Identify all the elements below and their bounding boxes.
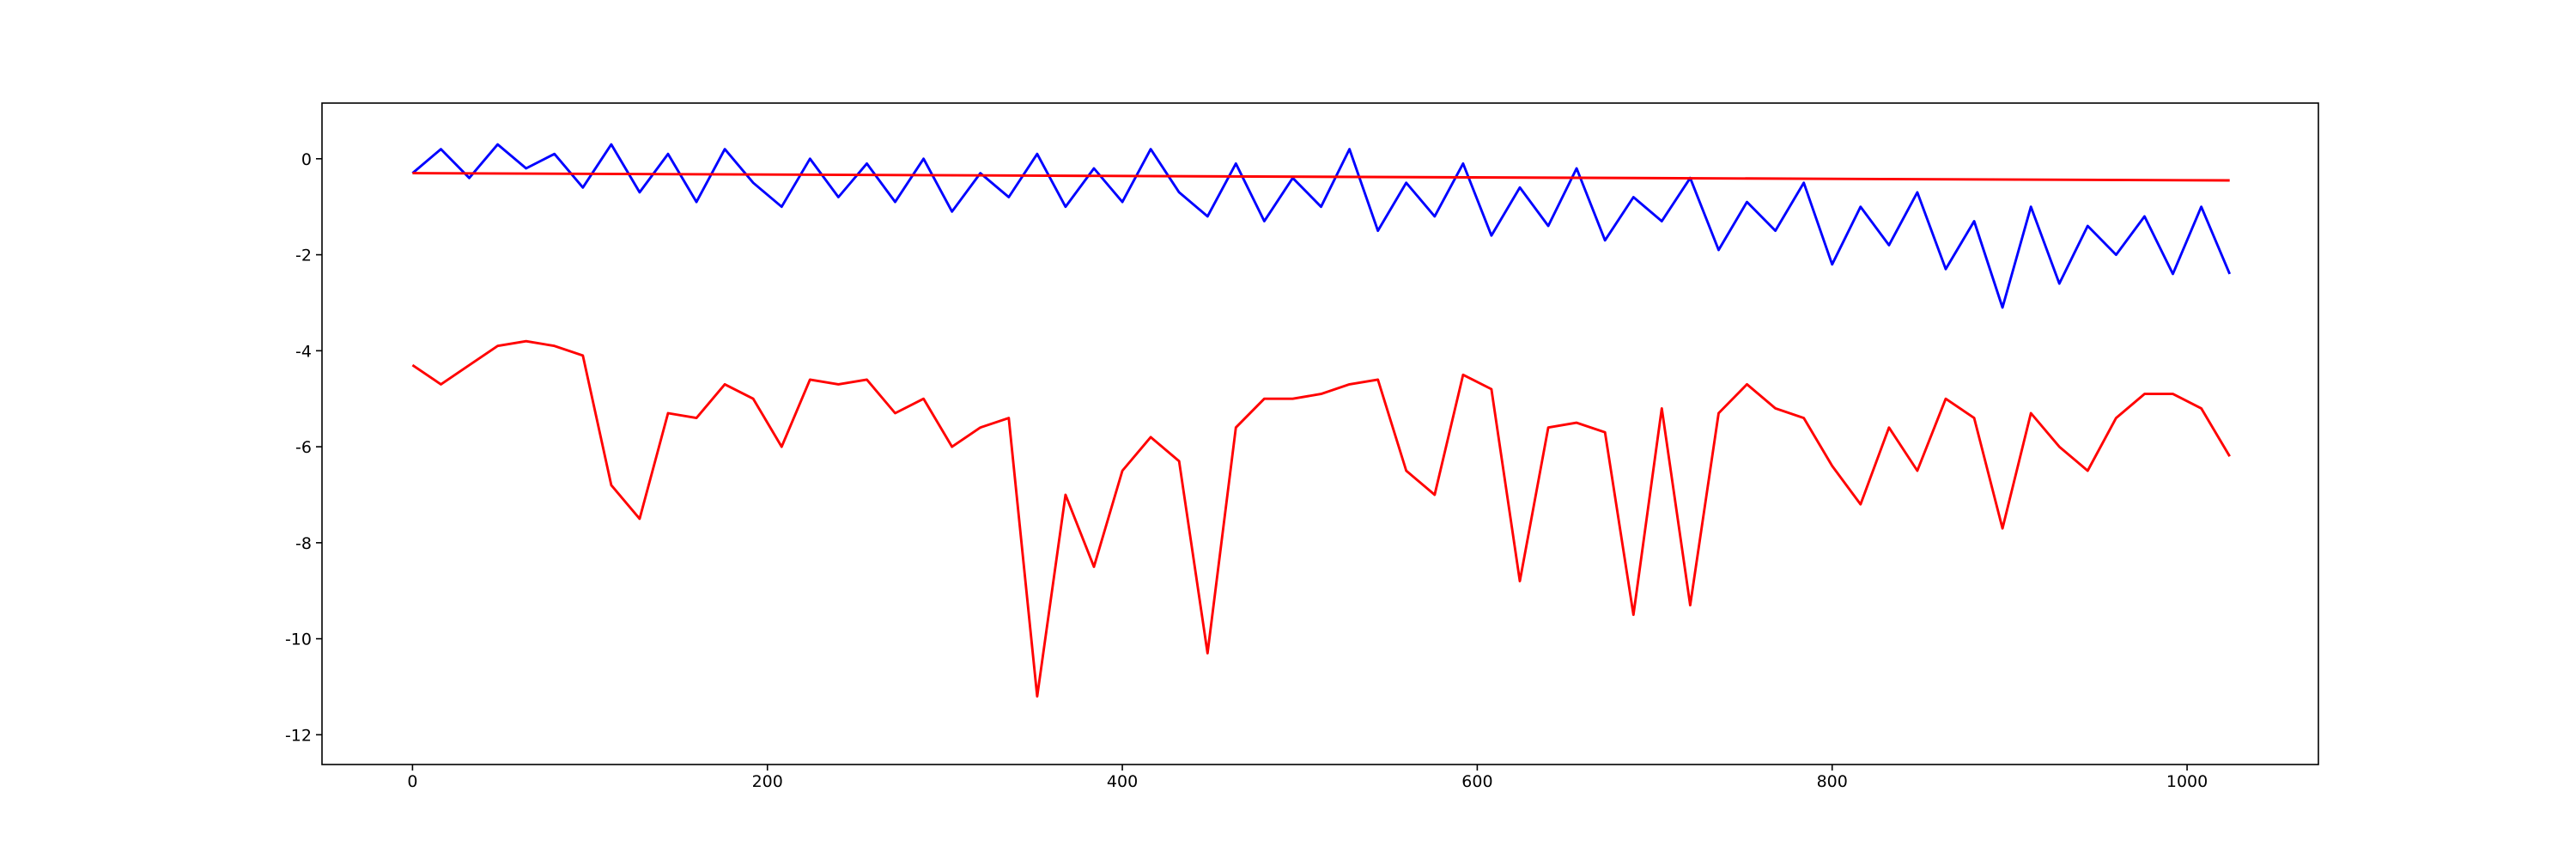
y-tick-label: -6 bbox=[295, 438, 312, 457]
series-line bbox=[411, 143, 2232, 309]
y-tick-label: -8 bbox=[295, 534, 312, 553]
plot-frame bbox=[321, 102, 2319, 765]
x-tick-label: 600 bbox=[1461, 772, 1492, 791]
y-tick-label: -4 bbox=[295, 342, 312, 361]
series-line bbox=[411, 339, 2231, 698]
x-tick-label: 0 bbox=[407, 772, 417, 791]
x-tick-label: 200 bbox=[752, 772, 783, 791]
y-tick-label: 0 bbox=[301, 150, 312, 169]
y-tick-label: -2 bbox=[295, 247, 312, 265]
x-tick-label: 800 bbox=[1817, 772, 1848, 791]
x-tick-label: 1000 bbox=[2166, 772, 2208, 791]
y-tick-label: -12 bbox=[285, 726, 312, 745]
series-line bbox=[412, 172, 2230, 182]
x-tick-label: 400 bbox=[1107, 772, 1138, 791]
y-tick-label: -10 bbox=[285, 631, 312, 649]
